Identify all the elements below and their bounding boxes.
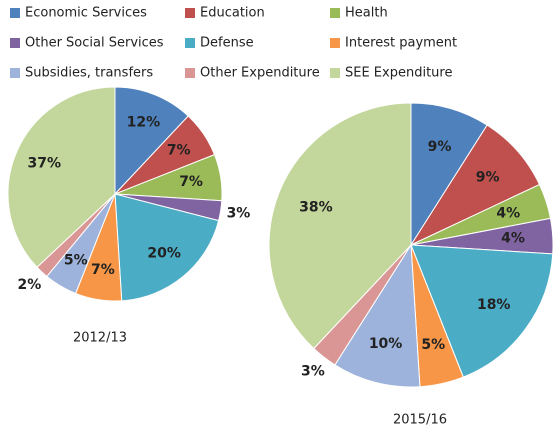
data-label: 3% <box>227 206 251 222</box>
pie-slice <box>7 86 116 268</box>
data-label: 4% <box>501 231 525 247</box>
legend-swatch <box>10 8 20 18</box>
legend-label: Economic Services <box>25 6 147 21</box>
legend-label: Other Social Services <box>25 36 164 51</box>
legend-swatch <box>185 8 195 18</box>
data-label: 5% <box>421 337 445 353</box>
pie-title: 2015/16 <box>393 413 447 428</box>
data-label: 7% <box>167 143 191 159</box>
data-label: 18% <box>477 297 511 313</box>
legend-swatch <box>185 68 195 78</box>
data-label: 3% <box>301 363 325 379</box>
data-label: 9% <box>476 169 500 185</box>
legend-swatch <box>10 68 20 78</box>
data-label: 9% <box>428 139 452 155</box>
pie-slice <box>410 244 554 378</box>
legend-label: Education <box>200 6 265 21</box>
legend-label: Defense <box>200 36 254 51</box>
legend-label: SEE Expenditure <box>345 66 452 81</box>
legend-label: Subsidies, transfers <box>25 66 153 81</box>
data-label: 7% <box>91 262 115 278</box>
data-label: 37% <box>28 155 62 171</box>
pie-slice <box>409 124 541 247</box>
data-label: 38% <box>299 199 333 215</box>
legend-swatch <box>10 38 20 48</box>
data-label: 20% <box>147 245 181 261</box>
data-label: 2% <box>18 277 42 293</box>
data-label: 7% <box>179 174 203 190</box>
legend-swatch <box>185 38 195 48</box>
legend-swatch <box>330 38 340 48</box>
pie-slice <box>114 193 220 302</box>
pie-slice <box>114 86 189 196</box>
pie-title: 2012/13 <box>73 331 127 346</box>
legend-label: Other Expenditure <box>200 66 320 81</box>
data-label: 12% <box>127 114 161 130</box>
legend-swatch <box>330 68 340 78</box>
data-label: 10% <box>369 336 403 352</box>
legend-label: Interest payment <box>345 36 457 51</box>
pie-slice <box>334 243 421 388</box>
legend-label: Health <box>345 6 388 21</box>
legend-swatch <box>330 8 340 18</box>
data-label: 4% <box>496 205 520 221</box>
pie-slice <box>268 102 412 350</box>
pie-slice <box>410 102 488 247</box>
data-label: 5% <box>64 252 88 268</box>
